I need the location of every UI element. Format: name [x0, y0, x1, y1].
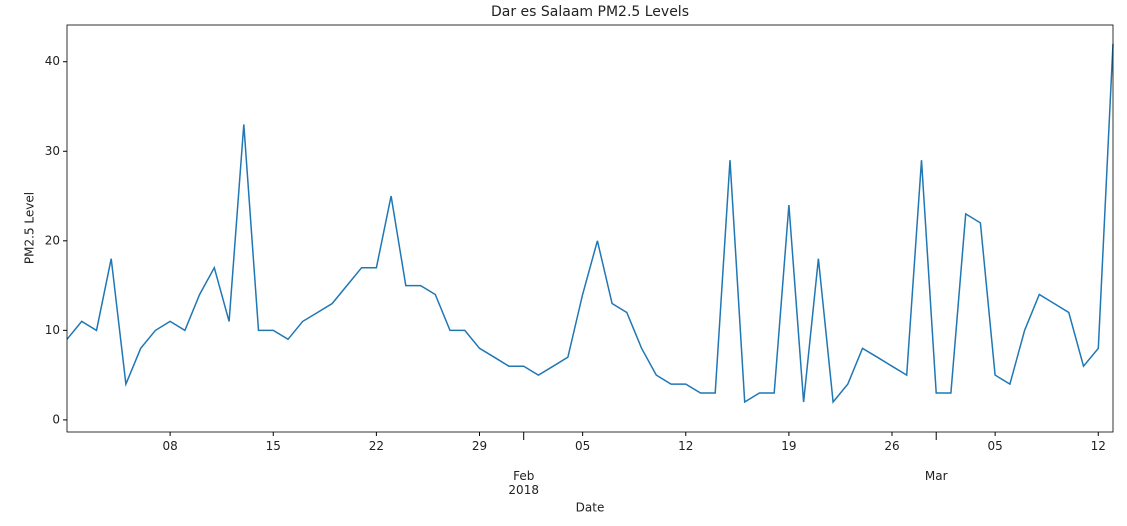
y-tick-label: 40: [45, 54, 60, 68]
y-tick-label: 0: [52, 412, 60, 426]
x-tick-label: 29: [472, 439, 487, 453]
x-axis-label: Date: [576, 501, 605, 515]
y-tick-label: 10: [45, 323, 60, 337]
x-tick-label: 22: [369, 439, 384, 453]
y-tick-label: 20: [45, 233, 60, 247]
x-tick-label: 19: [781, 439, 796, 453]
x-tick-label: 15: [266, 439, 281, 453]
plot-frame: [66, 24, 1114, 433]
chart-title: Dar es Salaam PM2.5 Levels: [491, 4, 689, 20]
x-tick-label: 12: [678, 439, 693, 453]
x-tick-label: Mar: [925, 469, 948, 483]
line-series: [66, 43, 1114, 404]
y-axis-label: PM2.5 Level: [23, 192, 37, 264]
x-tick-label: 05: [575, 439, 590, 453]
x-tick-label: Feb 2018: [508, 469, 539, 497]
x-tick-label: 05: [988, 439, 1003, 453]
x-tick-label: 26: [884, 439, 899, 453]
y-tick-label: 30: [45, 144, 60, 158]
x-tick-label: 08: [162, 439, 177, 453]
x-tick-label: 12: [1091, 439, 1106, 453]
